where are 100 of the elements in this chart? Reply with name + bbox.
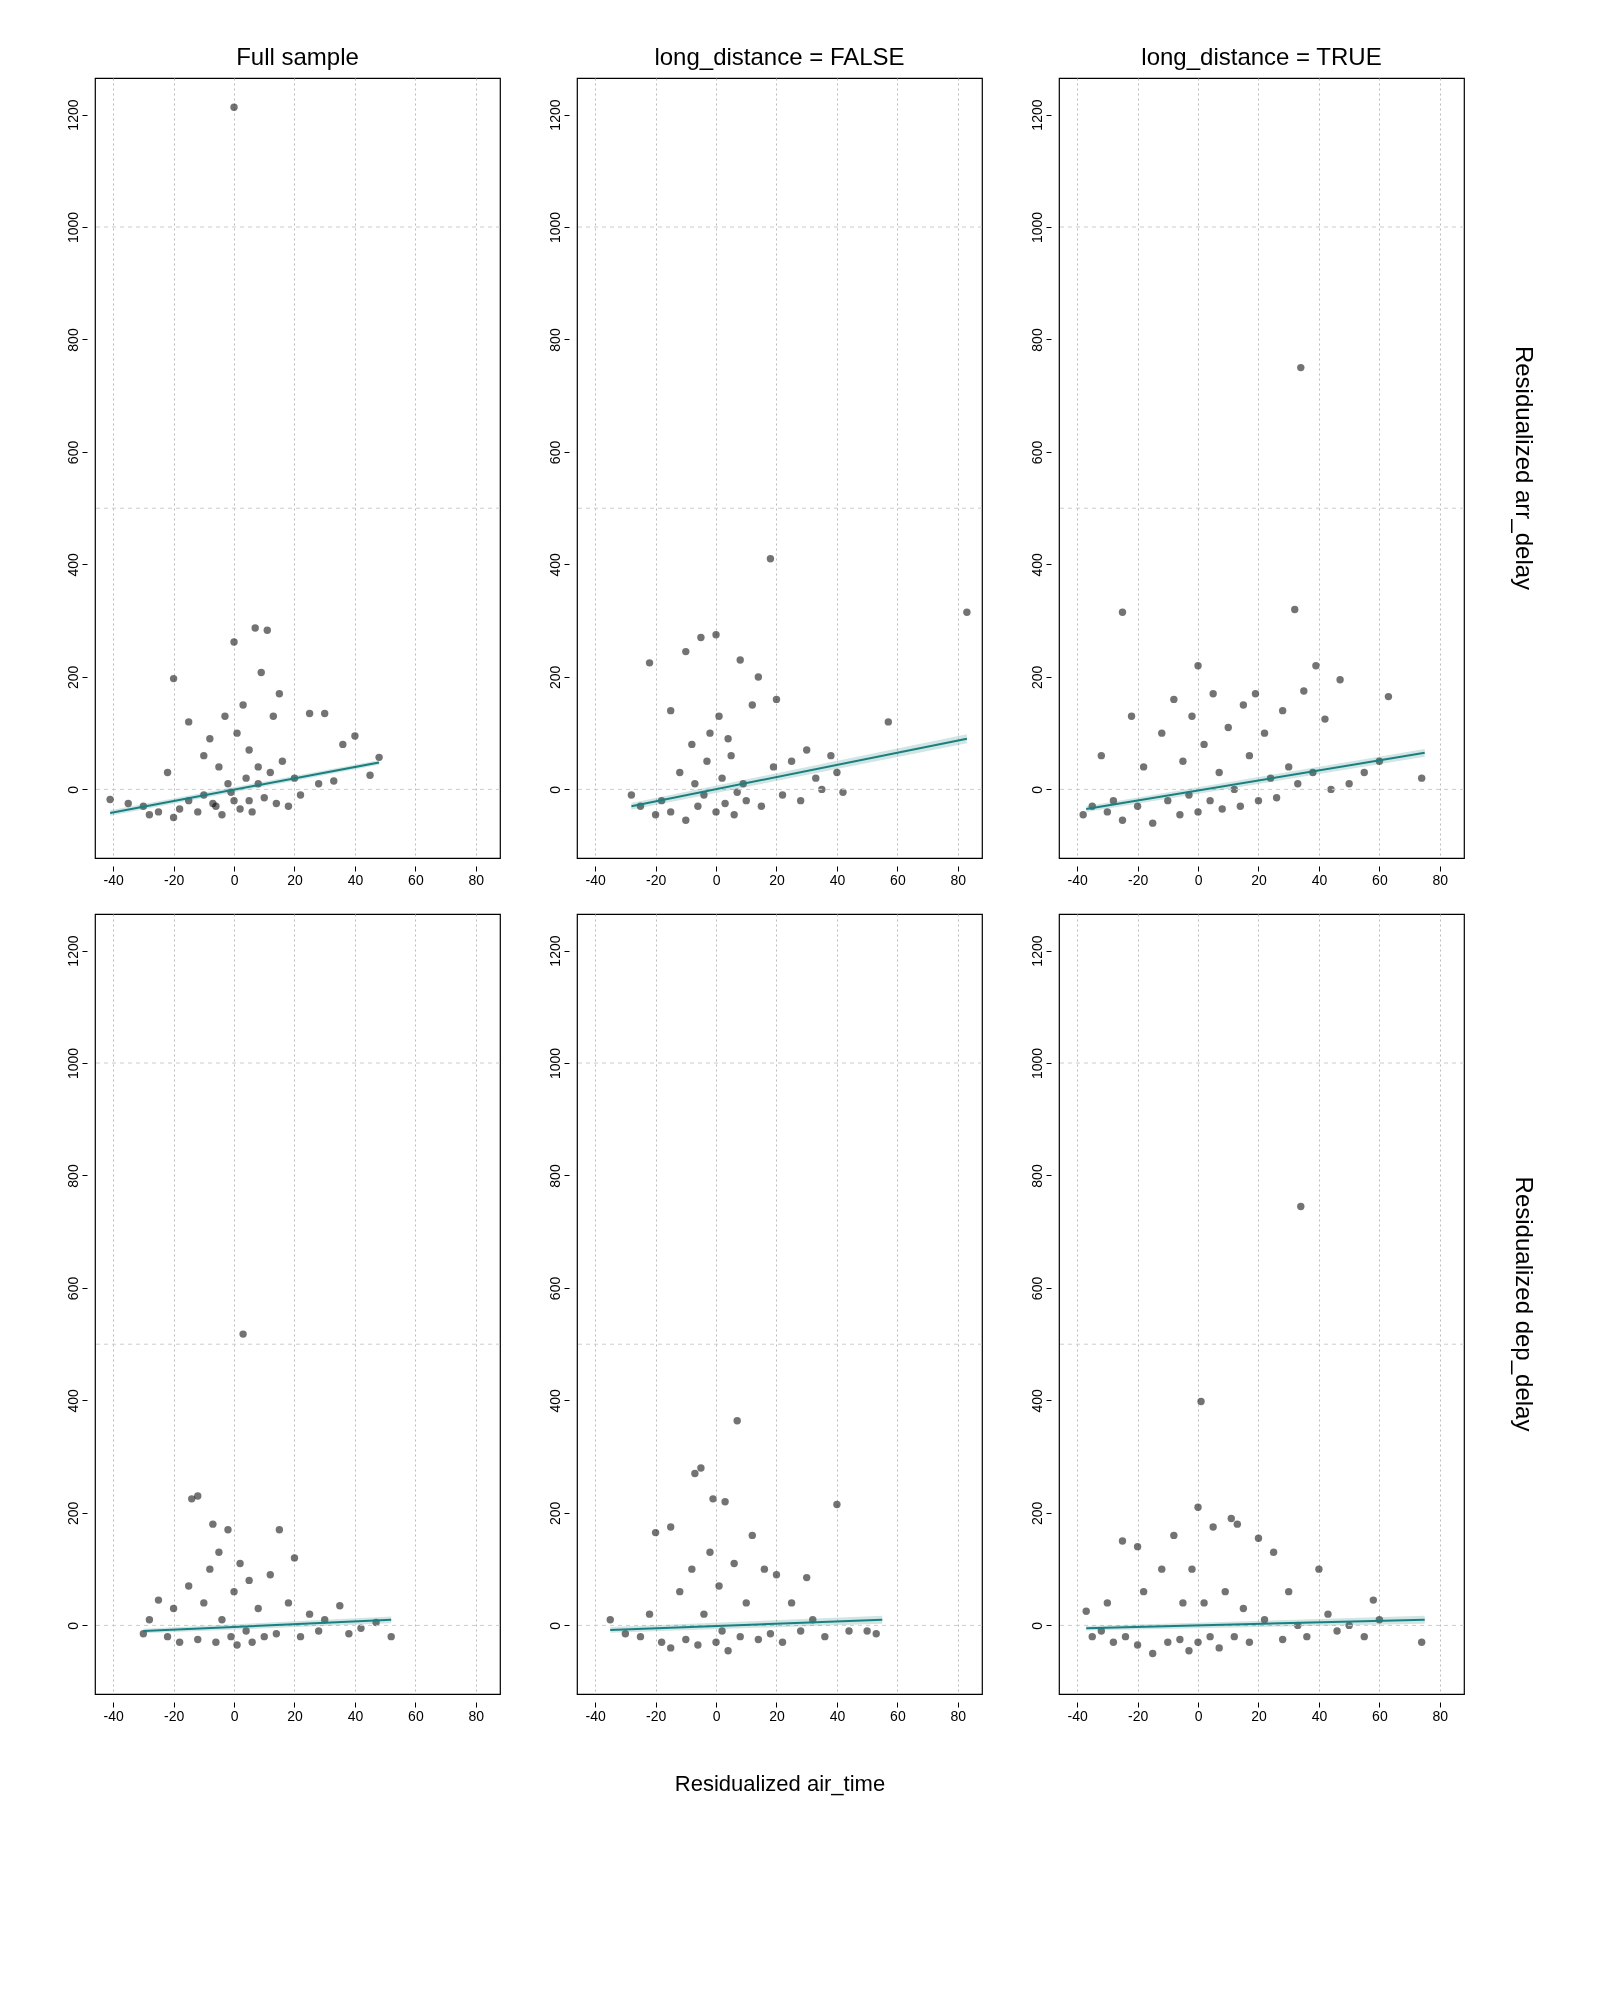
point <box>251 624 259 632</box>
point <box>1188 712 1196 720</box>
point <box>1360 1632 1368 1641</box>
point <box>1360 768 1368 777</box>
point <box>242 1627 250 1635</box>
point <box>1284 763 1293 771</box>
point <box>1158 1565 1166 1573</box>
x-tick-label: 80 <box>1432 1707 1449 1724</box>
point <box>772 1571 781 1579</box>
chart-title: long_distance = FALSE <box>654 43 905 70</box>
point <box>248 808 256 816</box>
point <box>314 1627 323 1635</box>
point <box>224 780 232 788</box>
x-tick-label: 0 <box>230 1707 239 1724</box>
point <box>266 1571 275 1579</box>
x-tick-label: 40 <box>1311 1707 1328 1724</box>
point <box>1088 1632 1096 1641</box>
point <box>627 791 636 799</box>
point <box>1200 1599 1208 1607</box>
point <box>233 729 241 737</box>
point <box>1245 751 1254 760</box>
point <box>715 1582 723 1590</box>
x-tick-label: -20 <box>163 871 185 888</box>
y-axis-title: Residualized arr_delay <box>1511 345 1538 591</box>
point <box>700 1610 708 1618</box>
x-tick-label: 80 <box>1432 871 1449 888</box>
y-tick-label: 1000 <box>1028 211 1045 244</box>
point <box>691 1469 699 1478</box>
point <box>1303 1632 1311 1641</box>
point <box>645 659 654 667</box>
point <box>812 774 820 782</box>
x-tick-label: -40 <box>585 1707 606 1724</box>
point <box>1139 1587 1148 1596</box>
point <box>206 1565 214 1573</box>
point <box>275 1526 284 1534</box>
point <box>733 1416 741 1425</box>
point <box>863 1627 871 1635</box>
point <box>703 757 711 765</box>
point <box>227 1632 235 1641</box>
point <box>1272 794 1281 802</box>
point <box>748 701 757 709</box>
point <box>163 1632 172 1641</box>
point <box>712 1638 720 1646</box>
point <box>727 751 735 760</box>
x-tick-label: -40 <box>103 1707 124 1724</box>
point <box>1197 1397 1205 1406</box>
point <box>366 771 374 780</box>
point <box>106 795 114 804</box>
point <box>736 656 744 664</box>
point <box>733 788 741 796</box>
x-axis-title: Residualized air_time <box>674 1770 886 1796</box>
point <box>124 799 132 808</box>
x-tick-label: 60 <box>890 1707 906 1724</box>
point <box>706 1548 714 1556</box>
point <box>1215 1644 1223 1652</box>
point <box>769 763 778 771</box>
point <box>284 802 293 810</box>
point <box>688 1565 696 1573</box>
point <box>796 796 805 805</box>
point <box>1215 768 1223 777</box>
point <box>1194 1638 1202 1646</box>
point <box>284 1599 293 1607</box>
x-tick-label: 0 <box>1194 1707 1203 1724</box>
x-tick-label: 60 <box>1372 1707 1388 1724</box>
point <box>296 791 305 799</box>
point <box>963 608 971 616</box>
point <box>230 638 238 646</box>
x-tick-label: -40 <box>585 871 606 888</box>
point <box>1300 687 1308 695</box>
x-tick-label: 80 <box>468 1707 485 1724</box>
y-tick-label: 600 <box>64 440 81 465</box>
point <box>169 1604 178 1613</box>
point <box>1164 1638 1172 1646</box>
point <box>336 1602 344 1610</box>
y-tick-label: 200 <box>64 1501 81 1526</box>
point <box>1333 1627 1341 1635</box>
x-tick-label: 40 <box>829 1707 846 1724</box>
point <box>1103 808 1112 816</box>
y-tick-label: 800 <box>1028 1164 1045 1188</box>
point <box>154 808 163 816</box>
point <box>1194 1503 1202 1511</box>
point <box>175 805 184 813</box>
point <box>730 811 738 819</box>
point <box>245 746 253 754</box>
point <box>1297 363 1305 372</box>
point <box>787 757 796 765</box>
point <box>676 1587 684 1596</box>
point <box>236 805 244 813</box>
y-tick-label: 400 <box>546 553 563 577</box>
y-tick-label: 800 <box>64 328 81 352</box>
point <box>1384 692 1393 701</box>
point <box>606 1616 614 1624</box>
point <box>682 816 690 825</box>
x-tick-label: 60 <box>408 871 424 888</box>
y-tick-label: 600 <box>1028 1276 1045 1301</box>
point <box>163 768 172 777</box>
y-tick-label: 400 <box>1028 1389 1045 1413</box>
point <box>1227 1514 1235 1523</box>
point <box>1321 715 1329 723</box>
point <box>375 753 383 762</box>
